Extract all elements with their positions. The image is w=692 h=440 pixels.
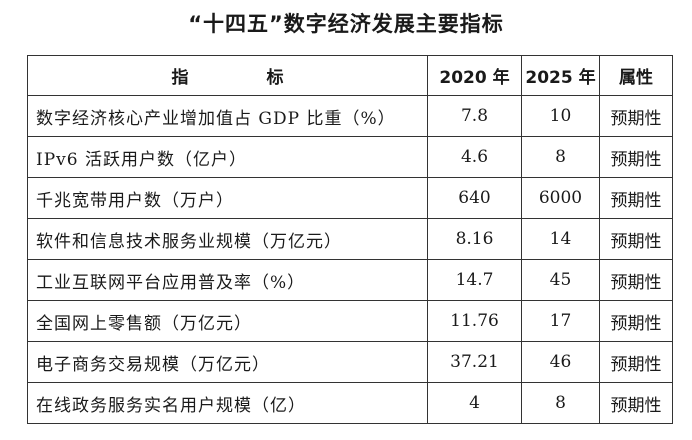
cell-2020: 4.6 xyxy=(427,136,522,178)
table-row: 工业互联网平台应用普及率（%） 14.7 45 预期性 xyxy=(27,259,673,301)
cell-2020: 8.16 xyxy=(427,218,522,260)
cell-2025: 8 xyxy=(521,382,600,424)
cell-2020: 11.76 xyxy=(427,300,522,342)
cell-2025: 6000 xyxy=(521,177,600,219)
cell-2025: 45 xyxy=(521,259,600,301)
cell-attribute: 预期性 xyxy=(599,259,673,301)
header-indicator: 指 标 xyxy=(27,55,428,96)
cell-attribute: 预期性 xyxy=(599,382,673,424)
header-2025: 2025 年 xyxy=(521,55,600,96)
cell-attribute: 预期性 xyxy=(599,218,673,260)
table-row: 全国网上零售额（万亿元） 11.76 17 预期性 xyxy=(27,300,673,342)
cell-2025: 8 xyxy=(521,136,600,178)
cell-attribute: 预期性 xyxy=(599,300,673,342)
table-row: 数字经济核心产业增加值占 GDP 比重（%） 7.8 10 预期性 xyxy=(27,95,673,137)
cell-2020: 640 xyxy=(427,177,522,219)
cell-attribute: 预期性 xyxy=(599,177,673,219)
header-attribute: 属性 xyxy=(599,55,673,96)
cell-2020: 37.21 xyxy=(427,341,522,383)
table-row: 千兆宽带用户数（万户） 640 6000 预期性 xyxy=(27,177,673,219)
cell-indicator: IPv6 活跃用户数（亿户） xyxy=(27,136,428,178)
cell-indicator: 全国网上零售额（万亿元） xyxy=(27,300,428,342)
cell-attribute: 预期性 xyxy=(599,95,673,137)
header-2020: 2020 年 xyxy=(427,55,522,96)
cell-indicator: 在线政务服务实名用户规模（亿） xyxy=(27,382,428,424)
cell-2020: 14.7 xyxy=(427,259,522,301)
cell-indicator: 数字经济核心产业增加值占 GDP 比重（%） xyxy=(27,95,428,137)
cell-2020: 7.8 xyxy=(427,95,522,137)
page-title: “十四五”数字经济发展主要指标 xyxy=(188,12,504,36)
table-header-row: 指 标 2020 年 2025 年 属性 xyxy=(27,55,673,96)
cell-indicator: 工业互联网平台应用普及率（%） xyxy=(27,259,428,301)
cell-indicator: 电子商务交易规模（万亿元） xyxy=(27,341,428,383)
cell-2025: 14 xyxy=(521,218,600,260)
table-row: 软件和信息技术服务业规模（万亿元） 8.16 14 预期性 xyxy=(27,218,673,260)
cell-indicator: 千兆宽带用户数（万户） xyxy=(27,177,428,219)
cell-2025: 17 xyxy=(521,300,600,342)
cell-2025: 46 xyxy=(521,341,600,383)
table-row: 电子商务交易规模（万亿元） 37.21 46 预期性 xyxy=(27,341,673,383)
table-row: IPv6 活跃用户数（亿户） 4.6 8 预期性 xyxy=(27,136,673,178)
indicators-table: 指 标 2020 年 2025 年 属性 数字经济核心产业增加值占 GDP 比重… xyxy=(27,55,673,424)
cell-attribute: 预期性 xyxy=(599,136,673,178)
header-indicator-label: 指 标 xyxy=(171,68,320,88)
cell-2020: 4 xyxy=(427,382,522,424)
table-row: 在线政务服务实名用户规模（亿） 4 8 预期性 xyxy=(27,382,673,424)
cell-2025: 10 xyxy=(521,95,600,137)
cell-indicator: 软件和信息技术服务业规模（万亿元） xyxy=(27,218,428,260)
cell-attribute: 预期性 xyxy=(599,341,673,383)
